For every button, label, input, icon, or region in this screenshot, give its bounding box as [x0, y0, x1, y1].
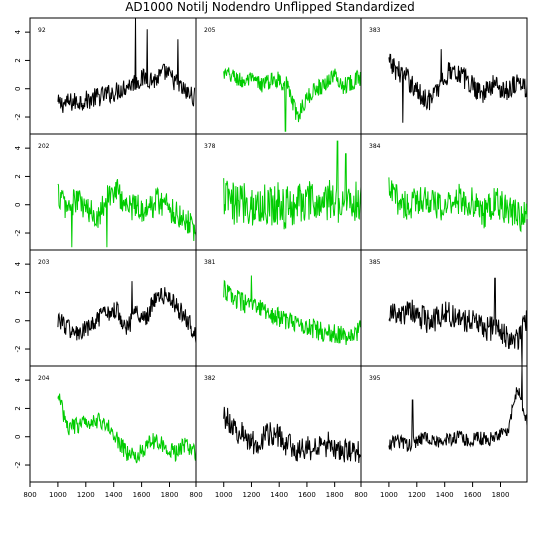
y-tick-label: 4: [14, 261, 22, 266]
x-tick-label: 1400: [270, 491, 288, 499]
y-tick-label: 0: [14, 434, 22, 438]
panel-92: 92 -2 0 2 4: [14, 17, 197, 135]
y-tick-label: -2: [14, 230, 22, 237]
y-tick-label: 4: [14, 377, 22, 382]
series-line-385: [388, 277, 528, 367]
panel-385: 385: [360, 249, 528, 367]
x-tick-label: 1200: [77, 491, 95, 499]
series-line-92: [57, 17, 196, 113]
panel-384: 384: [360, 133, 528, 251]
y-tick-label: -2: [14, 346, 22, 353]
panel-frame: [360, 365, 528, 483]
series-line-378: [223, 140, 362, 230]
x-tick-label: 800: [354, 491, 367, 499]
x-tick-label: 1600: [298, 491, 316, 499]
panel-382: 382 800 1000 1200 1400 1600 1800: [189, 365, 362, 499]
panel-frame: [195, 365, 362, 483]
series-line-395: [388, 365, 528, 453]
panel-label: 384: [369, 143, 381, 150]
panel-383: 383: [360, 17, 528, 135]
panel-label: 204: [38, 375, 50, 382]
y-tick-label: 0: [14, 202, 22, 206]
panel-label: 203: [38, 259, 50, 266]
chart-title: AD1000 Notilj Nodendro Unflipped Standar…: [125, 0, 415, 14]
y-tick-label: -2: [14, 462, 22, 469]
y-tick-label: 0: [14, 318, 22, 322]
x-tick-label: 1000: [380, 491, 398, 499]
series-line-205: [223, 67, 362, 132]
panel-label: 395: [369, 375, 381, 382]
y-tick-label: -2: [14, 114, 22, 121]
panel-203: 203 -2 0 2 4: [14, 249, 197, 367]
x-tick-label: 1000: [49, 491, 67, 499]
y-tick-label: 2: [14, 290, 22, 294]
panel-202: 202 -2 0 2 4: [14, 133, 197, 251]
series-line-382: [223, 406, 362, 464]
y-tick-label: 2: [14, 58, 22, 62]
panel-381: 381: [195, 249, 362, 367]
panel-label: 205: [204, 27, 216, 34]
panel-label: 92: [38, 27, 46, 34]
panel-label: 382: [204, 375, 216, 382]
panel-frame: [29, 365, 197, 483]
panel-label: 381: [204, 259, 216, 266]
x-tick-label: 1600: [133, 491, 151, 499]
x-tick-label: 1000: [215, 491, 233, 499]
series-line-203: [57, 281, 197, 344]
panel-frame: [360, 17, 528, 135]
x-tick-label: 1400: [436, 491, 454, 499]
panel-395: 395 800 1000 1200 1400 1600 1800: [354, 365, 528, 499]
x-tick-label: 1200: [243, 491, 261, 499]
x-tick-label: 1400: [105, 491, 123, 499]
panel-label: 378: [204, 143, 216, 150]
y-tick-label: 4: [14, 29, 22, 34]
y-tick-label: 4: [14, 145, 22, 150]
x-tick-label: 800: [189, 491, 202, 499]
panel-label: 383: [369, 27, 381, 34]
series-line-202: [57, 179, 197, 248]
y-tick-label: 2: [14, 174, 22, 178]
x-tick-label: 1800: [161, 491, 179, 499]
panel-label: 385: [369, 259, 381, 266]
y-tick-label: 0: [14, 86, 22, 90]
panel-378: 378: [195, 133, 362, 251]
panel-frame: [360, 249, 528, 367]
series-line-383: [388, 49, 528, 123]
x-tick-label: 1800: [326, 491, 344, 499]
x-tick-label: 800: [23, 491, 36, 499]
panel-204: 204 -2 0 2 4 800 1000 1200 1400 1600 1800: [14, 365, 197, 499]
series-line-381: [223, 275, 362, 346]
panel-label: 202: [38, 143, 50, 150]
series-line-384: [388, 177, 528, 233]
x-tick-label: 1600: [464, 491, 482, 499]
x-tick-label: 1200: [408, 491, 426, 499]
series-line-204: [57, 393, 197, 464]
panel-205: 205: [195, 17, 362, 135]
y-tick-label: 2: [14, 406, 22, 410]
x-tick-label: 1800: [492, 491, 510, 499]
